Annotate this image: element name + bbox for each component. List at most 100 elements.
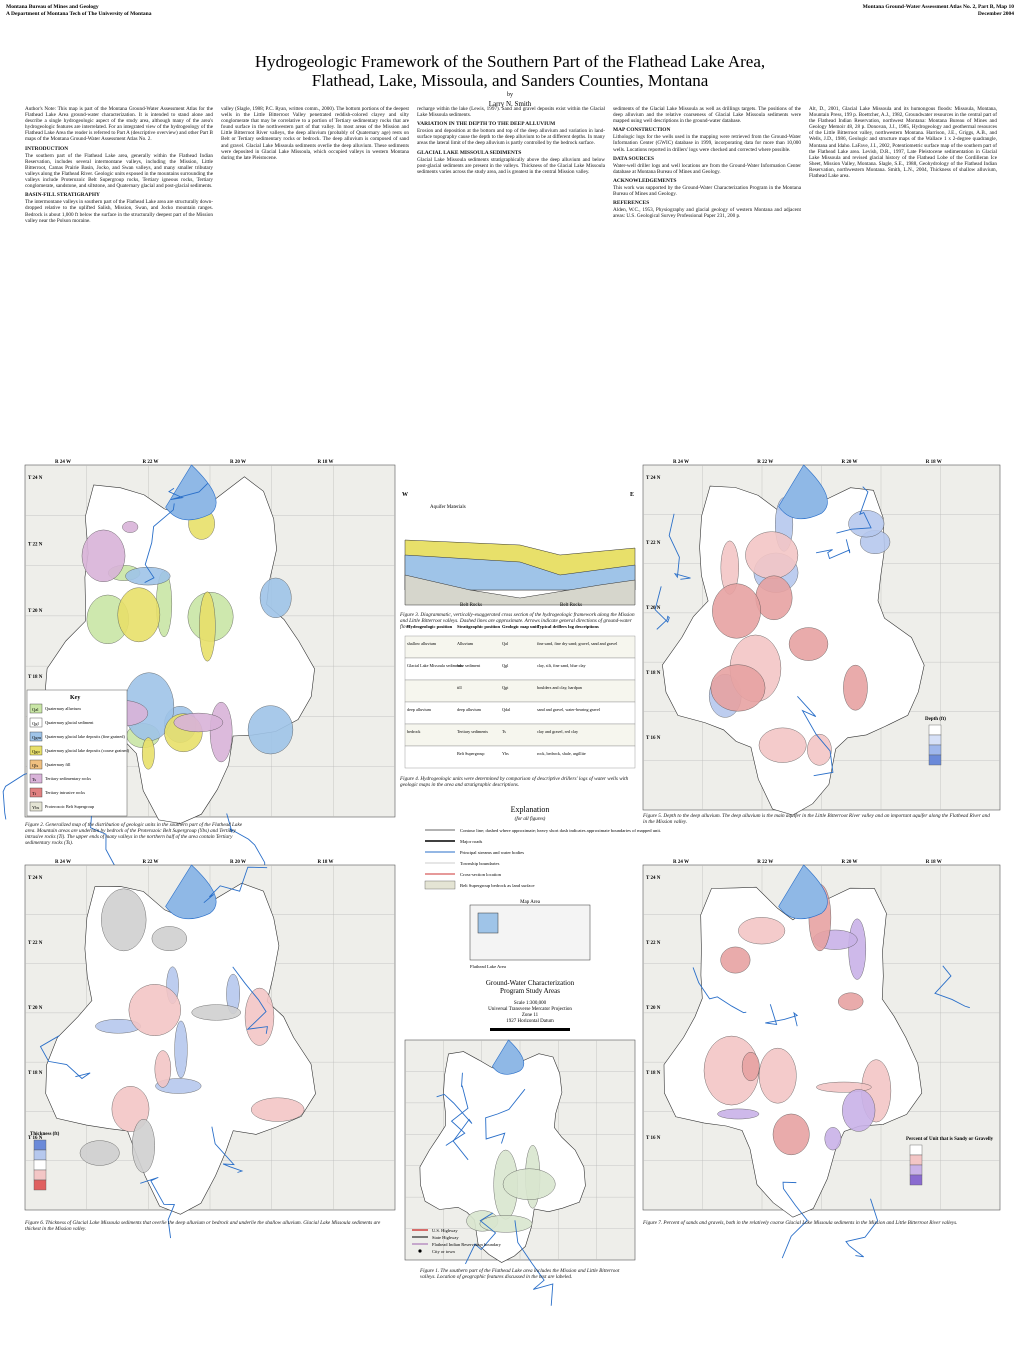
label: T 16 N	[28, 1136, 43, 1141]
map-unit	[738, 917, 786, 945]
scale-swatch	[33, 1149, 47, 1161]
label: T 20 N	[646, 1006, 661, 1011]
stream	[654, 586, 670, 630]
label: Typical drillers log descriptions	[537, 624, 599, 629]
stream	[211, 1126, 244, 1173]
text-column: valley (Slagle, 1988; P.C. Ryan, written…	[221, 106, 409, 456]
map-unit	[824, 1127, 842, 1151]
label: Quaternary glacial sediment	[45, 720, 94, 725]
table-row	[404, 723, 636, 747]
key-swatch	[29, 759, 43, 770]
label: Universal Transverse Mercator Projection	[488, 1007, 572, 1012]
figure-caption: Figure 3. Diagrammatic, vertically-exagg…	[400, 612, 635, 630]
scale-swatch	[33, 1139, 47, 1151]
map-unit	[842, 1089, 876, 1132]
key-swatch	[29, 773, 43, 784]
label: clay and gravel, red clay	[537, 729, 579, 735]
stream	[465, 1212, 497, 1265]
map-unit	[173, 712, 224, 733]
map-unit	[502, 1168, 556, 1200]
paragraph: Erosion and deposition at the bottom and…	[417, 128, 605, 147]
label: Ts	[32, 777, 36, 782]
map-unit	[745, 531, 799, 579]
map-unit	[122, 521, 139, 533]
label: Belt Rocks	[560, 603, 582, 608]
section-heading: REFERENCES	[613, 200, 650, 207]
figure-caption: Figure 2. Generalized map of the distrib…	[25, 822, 243, 846]
label: Zone 11	[522, 1013, 539, 1018]
key-swatch	[29, 731, 43, 742]
stream	[781, 1181, 808, 1259]
label: City or town	[432, 1249, 456, 1254]
label: R 18 W	[926, 860, 942, 865]
figure-caption: Figure 4. Hydrogeologic units were deter…	[400, 776, 629, 788]
label: T 16 N	[646, 736, 661, 741]
text-column: Author's Note: This map is part of the M…	[25, 106, 213, 456]
paragraph: This work was supported by the Ground-Wa…	[613, 185, 801, 198]
label: T 20 N	[28, 1006, 43, 1011]
figure-caption: Figure 6. Thickness of Glacial Lake Miss…	[25, 1220, 381, 1232]
scale-swatch	[928, 724, 942, 736]
title: Hydrogeologic Framework of the Southern …	[255, 52, 765, 71]
label: Belt Supergroup	[457, 751, 485, 756]
label: Ts	[502, 729, 506, 734]
label: Qgl	[32, 721, 39, 726]
map-unit	[81, 529, 126, 582]
lake	[778, 464, 828, 520]
map-unit	[710, 664, 766, 712]
scale-swatch	[33, 1169, 47, 1181]
map-unit	[843, 664, 868, 711]
label: lake sediment	[457, 663, 481, 668]
label: T 24 N	[646, 876, 661, 881]
stream	[514, 1220, 554, 1306]
paragraph: Lithologic logs for the wells used in th…	[613, 134, 801, 153]
section-heading: ACKNOWLEDGEMENTS	[613, 177, 677, 184]
map-unit	[141, 737, 155, 770]
map-unit	[720, 946, 751, 974]
label: R 20 W	[842, 460, 858, 465]
lake	[165, 864, 217, 920]
label: boulders and clay, hardpan	[537, 685, 583, 691]
scale-swatch	[33, 1179, 47, 1191]
label: T 22 N	[28, 542, 43, 547]
label: deep alluvium	[457, 707, 482, 712]
label: T 18 N	[646, 671, 661, 676]
label: Stratigraphic position	[457, 624, 500, 629]
section-heading: MAP CONSTRUCTION	[613, 127, 671, 134]
label: Flathead Lake Area	[470, 964, 506, 969]
stream	[445, 1072, 469, 1146]
paragraph: sediments of the Glacial Lake Missoula a…	[613, 106, 801, 125]
scale-swatch	[909, 1144, 923, 1156]
map-unit	[772, 1113, 810, 1156]
map-unit	[247, 705, 294, 755]
stream	[140, 1176, 176, 1239]
map-unit	[251, 1097, 305, 1122]
paragraph: Alden, W.C., 1953, Physiography and glac…	[613, 207, 801, 220]
label: R 22 W	[143, 460, 159, 465]
stream	[765, 1004, 799, 1027]
label: 1927 Horizontal Datum	[506, 1019, 554, 1024]
label: Qdal	[502, 707, 511, 712]
label: Ybs	[502, 751, 509, 756]
label: R 22 W	[143, 860, 159, 865]
label: T 22 N	[646, 941, 661, 946]
map-unit	[479, 1215, 533, 1233]
paragraph: Author's Note: This map is part of the M…	[25, 106, 213, 143]
map-unit	[191, 1004, 241, 1021]
label: W	[402, 492, 408, 498]
label: Flathead Indian Reservation boundary	[432, 1242, 502, 1247]
label: Program Study Areas	[500, 987, 560, 995]
label: T 20 N	[646, 606, 661, 611]
label: Major roads	[460, 839, 483, 844]
stream	[232, 966, 268, 1034]
label: R 20 W	[230, 460, 246, 465]
map-unit	[788, 627, 829, 661]
map-unit	[101, 888, 147, 952]
map-unit	[199, 591, 216, 662]
paragraph: Alt, D., 2001, Glacial Lake Missoula and…	[809, 106, 997, 180]
label: Quaternary alluvium	[45, 706, 81, 711]
map-unit	[244, 987, 275, 1046]
map-unit	[807, 733, 832, 766]
key-swatch	[29, 745, 43, 756]
label: Ti	[32, 791, 37, 796]
